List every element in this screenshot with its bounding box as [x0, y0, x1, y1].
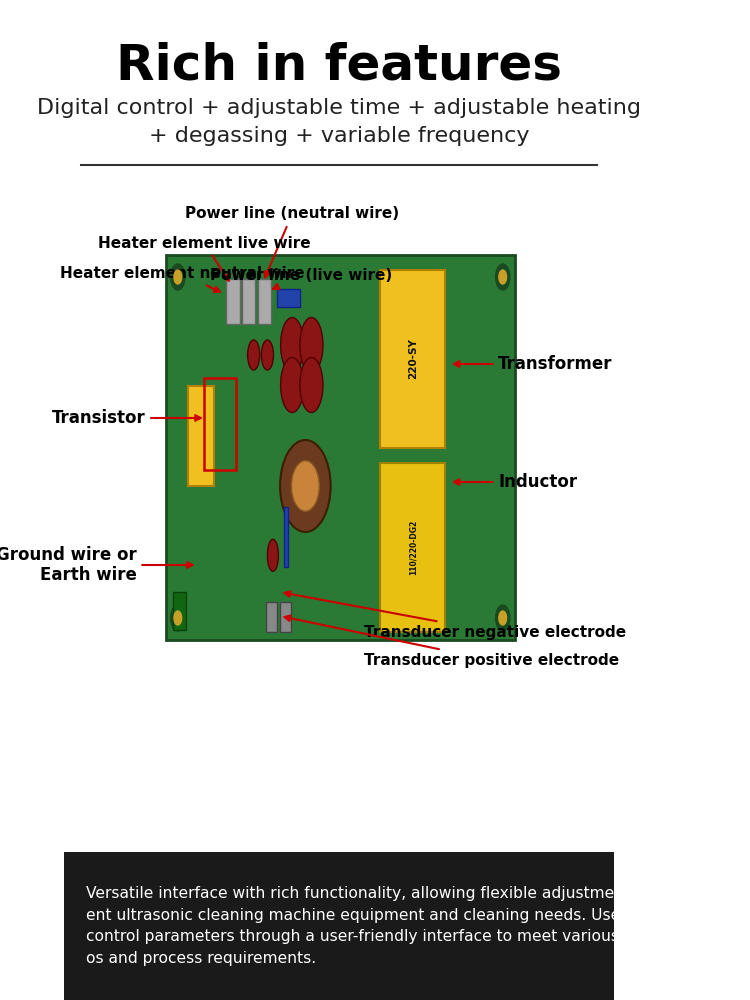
Text: 110/220-DG2: 110/220-DG2	[408, 520, 417, 575]
Circle shape	[174, 611, 182, 625]
Text: Rich in features: Rich in features	[116, 41, 562, 89]
Ellipse shape	[248, 340, 259, 370]
Circle shape	[499, 270, 506, 284]
FancyBboxPatch shape	[226, 279, 240, 324]
Ellipse shape	[300, 318, 323, 372]
FancyBboxPatch shape	[242, 279, 255, 324]
Text: 220-SY: 220-SY	[408, 339, 418, 379]
Text: Transducer negative electrode: Transducer negative electrode	[284, 591, 626, 640]
Circle shape	[496, 264, 510, 290]
Circle shape	[280, 440, 331, 532]
Circle shape	[171, 264, 185, 290]
Text: Power line (neutral wire): Power line (neutral wire)	[185, 207, 399, 277]
FancyBboxPatch shape	[166, 255, 514, 640]
FancyBboxPatch shape	[380, 463, 445, 632]
Ellipse shape	[300, 358, 323, 412]
Text: Power line (live wire): Power line (live wire)	[211, 268, 393, 289]
FancyBboxPatch shape	[284, 507, 288, 567]
Ellipse shape	[280, 318, 304, 372]
Circle shape	[171, 605, 185, 631]
Text: Heater element neutral wire: Heater element neutral wire	[60, 266, 304, 292]
Text: Heater element live wire: Heater element live wire	[98, 235, 310, 281]
Text: Transducer positive electrode: Transducer positive electrode	[284, 615, 619, 668]
Ellipse shape	[262, 340, 274, 370]
Circle shape	[496, 605, 510, 631]
FancyBboxPatch shape	[64, 852, 614, 1000]
FancyBboxPatch shape	[188, 386, 214, 486]
Ellipse shape	[268, 539, 278, 571]
FancyBboxPatch shape	[266, 602, 278, 632]
Text: Versatile interface with rich functionality, allowing flexible adjustments based: Versatile interface with rich functional…	[86, 886, 750, 966]
Ellipse shape	[280, 358, 304, 412]
Text: Digital control + adjustable time + adjustable heating
+ degassing + variable fr: Digital control + adjustable time + adju…	[37, 98, 641, 146]
Text: Transistor: Transistor	[52, 409, 201, 427]
Circle shape	[499, 611, 506, 625]
FancyBboxPatch shape	[257, 279, 272, 324]
Circle shape	[174, 270, 182, 284]
FancyBboxPatch shape	[173, 592, 185, 630]
FancyBboxPatch shape	[380, 270, 445, 448]
Text: Ground wire or
Earth wire: Ground wire or Earth wire	[0, 546, 193, 584]
FancyBboxPatch shape	[277, 289, 300, 307]
Text: Inductor: Inductor	[454, 473, 578, 491]
FancyBboxPatch shape	[280, 602, 290, 632]
Circle shape	[292, 461, 320, 511]
Text: Transformer: Transformer	[454, 355, 613, 373]
